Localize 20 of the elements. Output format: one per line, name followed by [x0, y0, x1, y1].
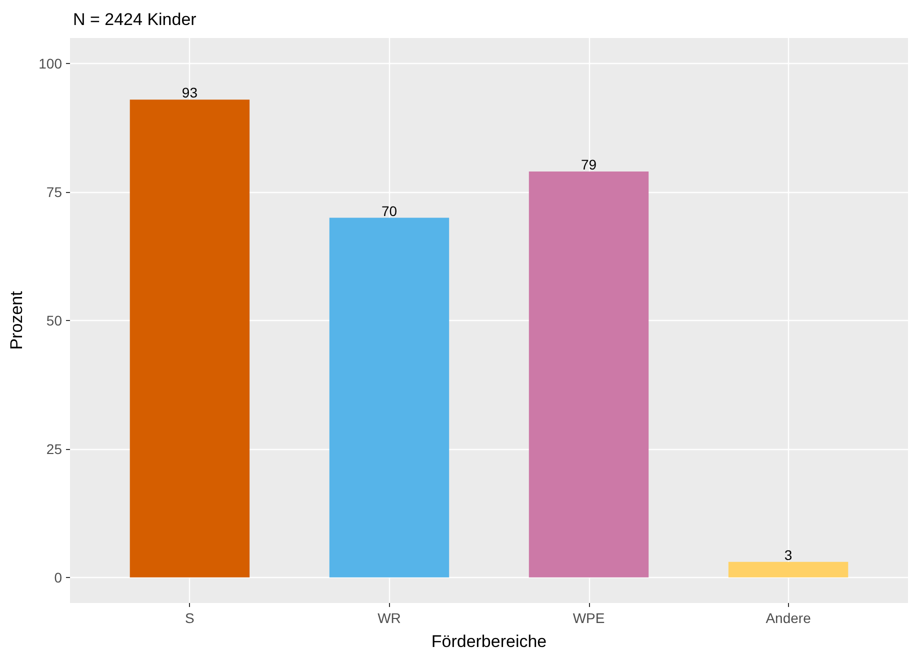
x-tick-label: WPE: [572, 610, 605, 626]
data-label: 79: [580, 156, 597, 173]
x-tick-label: WR: [378, 610, 401, 626]
y-tick-label: 0: [54, 569, 62, 586]
chart-title: N = 2424 Kinder: [73, 10, 197, 29]
y-tick-label: 25: [46, 440, 62, 457]
y-axis-title: Prozent: [7, 290, 26, 350]
x-axis-title: Förderbereiche: [431, 632, 547, 651]
data-label: 70: [381, 202, 398, 219]
y-tick-label: 75: [46, 184, 62, 200]
bar: [728, 562, 848, 578]
x-tick-label: S: [185, 610, 194, 626]
y-tick-label: 50: [46, 312, 62, 328]
y-tick-label: 100: [38, 56, 62, 72]
bar: [329, 218, 450, 578]
bar: [130, 100, 250, 578]
x-tick-label: Andere: [766, 610, 812, 626]
data-label: 93: [182, 84, 198, 101]
data-label: 3: [784, 546, 792, 563]
bar: [528, 172, 649, 578]
